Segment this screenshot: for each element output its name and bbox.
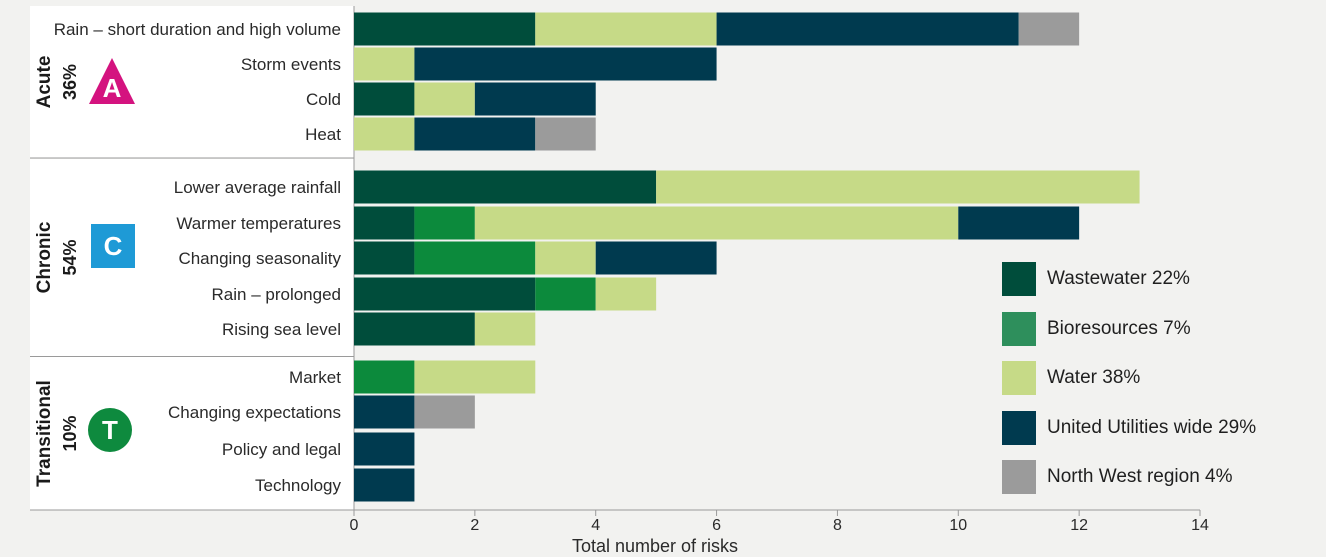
bar-segment [354,312,475,346]
legend-label: Wastewater 22% [1047,268,1190,289]
bar-segment [354,117,415,151]
bar-segment [414,395,475,429]
legend-swatch [1002,410,1036,445]
legend-swatch [1002,460,1036,494]
legend: Wastewater 22% Bioresources 7% Water 38% Un… [1002,262,1256,510]
group-name-transitional: Transitional [34,380,55,487]
badge-letter: A [103,73,122,103]
category-label: Rain – prolonged [212,285,341,304]
badge-letter: T [102,415,118,445]
group-percent: 10% [60,415,80,451]
group-name-acute: Acute [34,56,55,109]
category-label: Policy and legal [222,440,341,459]
bar-segment [354,170,657,204]
legend-item: Water 38% [1002,361,1256,395]
category-label: Heat [305,125,341,144]
category-label: Technology [255,476,342,495]
bar-segment [414,360,536,394]
category-label: Rain – short duration and high volume [54,20,341,39]
x-tick-label: 6 [712,517,721,534]
category-label: Storm events [241,55,341,74]
x-tick-label: 10 [949,517,967,534]
legend-item: Bioresources 7% [1002,311,1256,346]
legend-swatch [1002,311,1036,346]
x-tick-label: 14 [1191,517,1209,534]
badge-triangle-icon [89,58,135,104]
bar-segment [535,12,717,46]
x-axis-title: Total number of risks [572,536,738,556]
badge-square-icon [91,224,135,268]
bar-segment [716,12,1019,46]
legend-swatch [1002,262,1036,296]
category-label: Changing seasonality [178,249,341,268]
legend-item: North West region 4% [1002,460,1256,494]
bar-segment [354,395,415,429]
bar-segment [656,170,1140,204]
bar-segment [414,117,536,151]
bar-segment [1018,12,1080,46]
legend-item: United Utilities wide 29% [1002,410,1257,445]
legend-item: Wastewater 22% [1002,262,1256,296]
group-percent: 54% [60,239,80,275]
bar-segment [414,82,475,116]
x-tick-label: 2 [470,517,479,534]
category-label: Lower average rainfall [174,178,341,197]
x-tick-label: 4 [591,517,600,534]
bar-segment [414,47,717,81]
bar-segment [414,241,536,275]
bar-segment [354,360,415,394]
bar-segment [354,47,415,81]
legend-label: North West region 4% [1047,466,1233,487]
bar-segment [354,241,415,275]
badge-circle-icon [88,408,132,452]
bar-segment [354,206,415,240]
category-label: Rising sea level [222,320,341,339]
bar-segment [535,241,596,275]
bar-layer [354,12,1140,502]
bar-segment [535,277,596,311]
category-label: Warmer temperatures [176,214,341,233]
category-label: Changing expectations [168,403,341,422]
bar-segment [474,312,536,346]
group-panel-bg [30,357,354,510]
bar-segment [474,206,959,240]
bar-segment [958,206,1080,240]
bar-segment [354,432,415,466]
badge-letter: C [104,231,123,261]
bar-segment [474,82,596,116]
x-tick-label: 8 [833,517,842,534]
bar-segment [535,117,596,151]
bar-segment [414,206,475,240]
bar-segment [595,277,657,311]
group-labels: Acute 36% A Chronic 54% C Transitional 10% T [34,56,135,487]
group-panel-bg [30,159,354,356]
bar-segment [354,82,415,116]
category-label: Market [289,368,341,387]
legend-label: United Utilities wide 29% [1047,416,1257,438]
group-name-chronic: Chronic [34,221,55,293]
group-panel-bg [30,6,354,158]
bar-segment [595,241,717,275]
legend-label: Bioresources 7% [1047,317,1191,339]
bar-segment [354,277,536,311]
legend-swatch [1002,361,1036,395]
x-tick-label: 0 [350,517,359,534]
category-labels: Rain – short duration and high volume Sto… [54,20,342,495]
group-percent: 36% [60,64,80,100]
bar-segment [354,12,536,46]
legend-label: Water 38% [1047,367,1141,388]
category-label: Cold [306,90,341,109]
bar-segment [354,468,415,502]
x-axis: 0 2 4 6 8 10 12 14 [30,509,1209,534]
x-tick-label: 12 [1070,517,1088,534]
